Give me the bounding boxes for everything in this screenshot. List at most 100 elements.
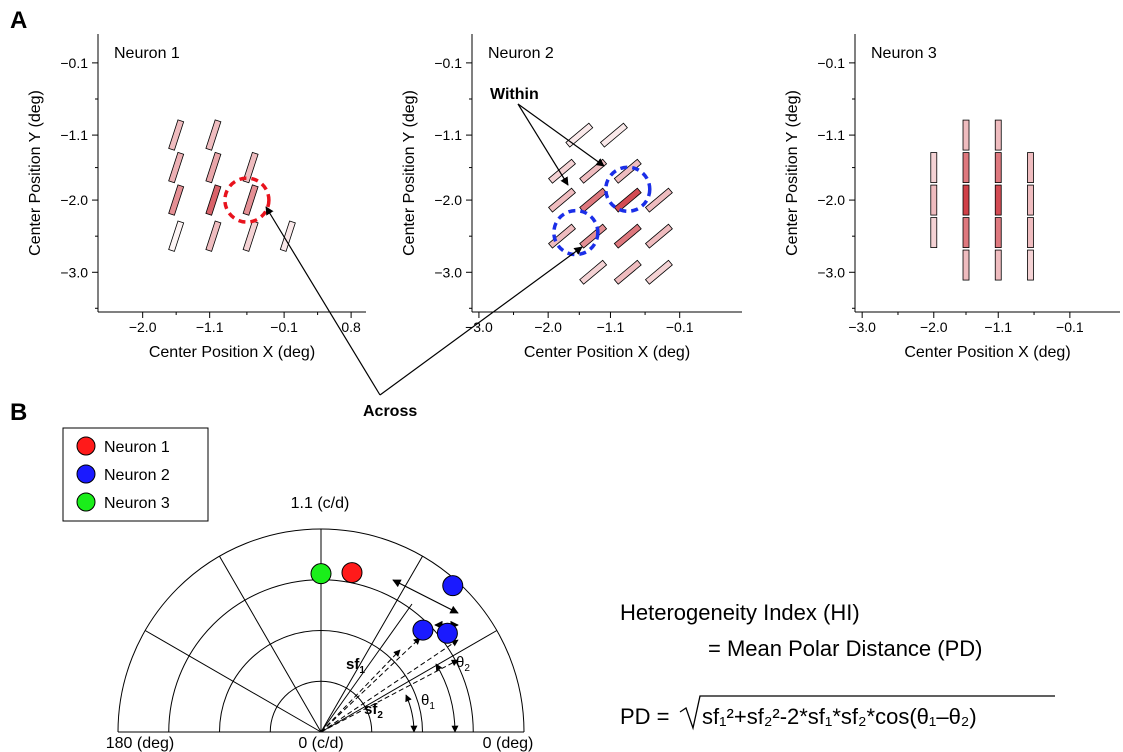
receptive-field-bar — [962, 152, 970, 183]
receptive-field-bar — [548, 158, 576, 184]
scatter-panel-2: −0.1 −1.1 −2.0 −3.0 −3.0 −2.0 −1.1 −0.1 Neuron 2… — [401, 34, 742, 361]
receptive-field-bar — [565, 122, 594, 148]
polar-plot: 1.1 (c/d) 180 (deg) 0 (c/d) 0 (deg) sf1 … — [106, 495, 534, 752]
x-tick-label: −3.0 — [465, 319, 493, 335]
theta2-label: θ2 — [456, 654, 470, 674]
y-tick-label: −1.1 — [817, 127, 845, 143]
receptive-field-bar — [599, 122, 628, 148]
receptive-field-bar — [548, 187, 576, 213]
y-tick-label: −0.1 — [817, 55, 845, 71]
dashed-vector-3 — [320, 639, 459, 733]
y-tick-label: −1.1 — [434, 127, 462, 143]
panel-title: Neuron 3 — [871, 45, 937, 62]
legend-label: Neuron 2 — [104, 467, 170, 484]
across-arrow-1 — [265, 206, 381, 396]
receptive-field-bar — [644, 187, 673, 213]
polar-right-label: 0 (deg) — [483, 735, 534, 752]
polar-point — [310, 563, 332, 585]
y-tick-label: −0.1 — [60, 55, 88, 71]
receptive-field-bar — [1027, 152, 1034, 183]
formula-line-2: = Mean Polar Distance (PD) — [708, 636, 983, 661]
receptive-field-bar — [242, 220, 259, 252]
receptive-field-bar — [613, 187, 642, 213]
y-tick-label: −2.0 — [434, 192, 462, 208]
legend-marker — [76, 464, 96, 484]
receptive-field-bar — [994, 119, 1002, 151]
scatter-panel-1: −0.1 −1.1 −2.0 −3.0 −2.0 −1.1 −0.1 0.8 Neuron 1 C… — [27, 34, 366, 361]
panel-label-a: A — [10, 7, 27, 34]
receptive-field-bar — [579, 187, 608, 213]
dashed-vector-4 — [320, 659, 459, 733]
receptive-field-bar — [1027, 184, 1034, 216]
y-axis-label: Center Position Y (deg) — [27, 90, 44, 256]
legend: Neuron 1 Neuron 2 Neuron 3 — [62, 427, 209, 522]
receptive-field-bar — [168, 119, 185, 151]
receptive-field-bar — [962, 249, 970, 281]
within-label: Within — [490, 86, 539, 103]
polar-spoke — [219, 555, 322, 733]
polar-point — [412, 619, 434, 641]
panel-label-b: B — [10, 399, 27, 426]
polar-grid — [117, 528, 525, 733]
receptive-field-bar — [1027, 217, 1034, 248]
polar-top-label: 1.1 (c/d) — [291, 495, 350, 512]
theta2-arc — [435, 663, 459, 733]
receptive-field-bar — [613, 259, 642, 285]
y-tick-label: −1.1 — [60, 127, 88, 143]
receptive-field-bar — [994, 152, 1002, 183]
y-tick-label: −3.0 — [434, 264, 462, 280]
scatter-panel-3: −0.1 −1.1 −2.0 −3.0 −3.0 −2.0 −1.1 −0.1 Neuron 3… — [784, 34, 1120, 361]
sf2-label: sf2 — [364, 701, 383, 721]
formula-pd-rhs: sf₁²+sf₂²-2*sf₁*sf₂*cos(θ₁–θ₂) — [702, 704, 977, 729]
polar-spoke — [320, 630, 498, 733]
dashed-vector-2 — [320, 649, 401, 733]
x-tick-label: −0.1 — [270, 319, 298, 335]
panel-title: Neuron 2 — [488, 45, 554, 62]
y-axis-label: Center Position Y (deg) — [784, 90, 801, 256]
across-label: Across — [363, 403, 417, 420]
receptive-field-bar — [644, 259, 673, 285]
panel-title: Neuron 1 — [114, 45, 180, 62]
polar-vectors — [320, 579, 459, 733]
x-tick-label: −0.1 — [666, 319, 694, 335]
receptive-field-bar — [205, 220, 222, 252]
x-axis-label: Center Position X (deg) — [904, 344, 1070, 361]
y-tick-label: −2.0 — [60, 192, 88, 208]
sqrt-sign — [679, 695, 1055, 731]
legend-label: Neuron 1 — [104, 439, 170, 456]
polar-spoke — [144, 630, 322, 733]
within-arrow-1 — [517, 103, 605, 167]
receptive-field-bar — [930, 152, 938, 183]
receptive-field-bar — [644, 223, 673, 249]
polar-point — [341, 562, 363, 584]
receptive-field-bar — [994, 184, 1002, 216]
legend-marker — [76, 436, 96, 456]
receptive-field-bar — [242, 184, 259, 216]
y-tick-label: −3.0 — [817, 264, 845, 280]
receptive-field-bar — [168, 184, 185, 216]
x-tick-label: −2.0 — [534, 319, 562, 335]
x-tick-label: −0.1 — [1056, 319, 1084, 335]
theta1-label: θ1 — [421, 692, 435, 712]
x-tick-label: −2.0 — [129, 319, 157, 335]
legend-label: Neuron 3 — [104, 495, 170, 512]
formula-pd-lhs: PD = — [620, 704, 670, 729]
receptive-field-bar — [994, 217, 1002, 248]
across-arrow-2 — [379, 246, 583, 396]
receptive-field-bar — [962, 217, 970, 248]
x-tick-label: −3.0 — [848, 319, 876, 335]
receptive-field-bar — [930, 217, 938, 248]
dashed-vector-1 — [320, 637, 421, 733]
y-tick-label: −3.0 — [60, 264, 88, 280]
receptive-field-bar — [168, 151, 185, 184]
receptive-field-bar — [579, 259, 608, 285]
legend-marker — [76, 492, 96, 512]
x-axis-label: Center Position X (deg) — [524, 344, 690, 361]
x-tick-label: −1.1 — [196, 319, 224, 335]
x-tick-label: 0.8 — [341, 319, 361, 335]
legend-items: Neuron 1 Neuron 2 Neuron 3 — [76, 436, 170, 512]
polar-points — [310, 562, 464, 644]
receptive-field-bar — [962, 119, 970, 151]
theta1-arc — [405, 694, 418, 733]
scatter-panels: −0.1 −1.1 −2.0 −3.0 −2.0 −1.1 −0.1 0.8 Neuron 1 C… — [27, 34, 1120, 361]
